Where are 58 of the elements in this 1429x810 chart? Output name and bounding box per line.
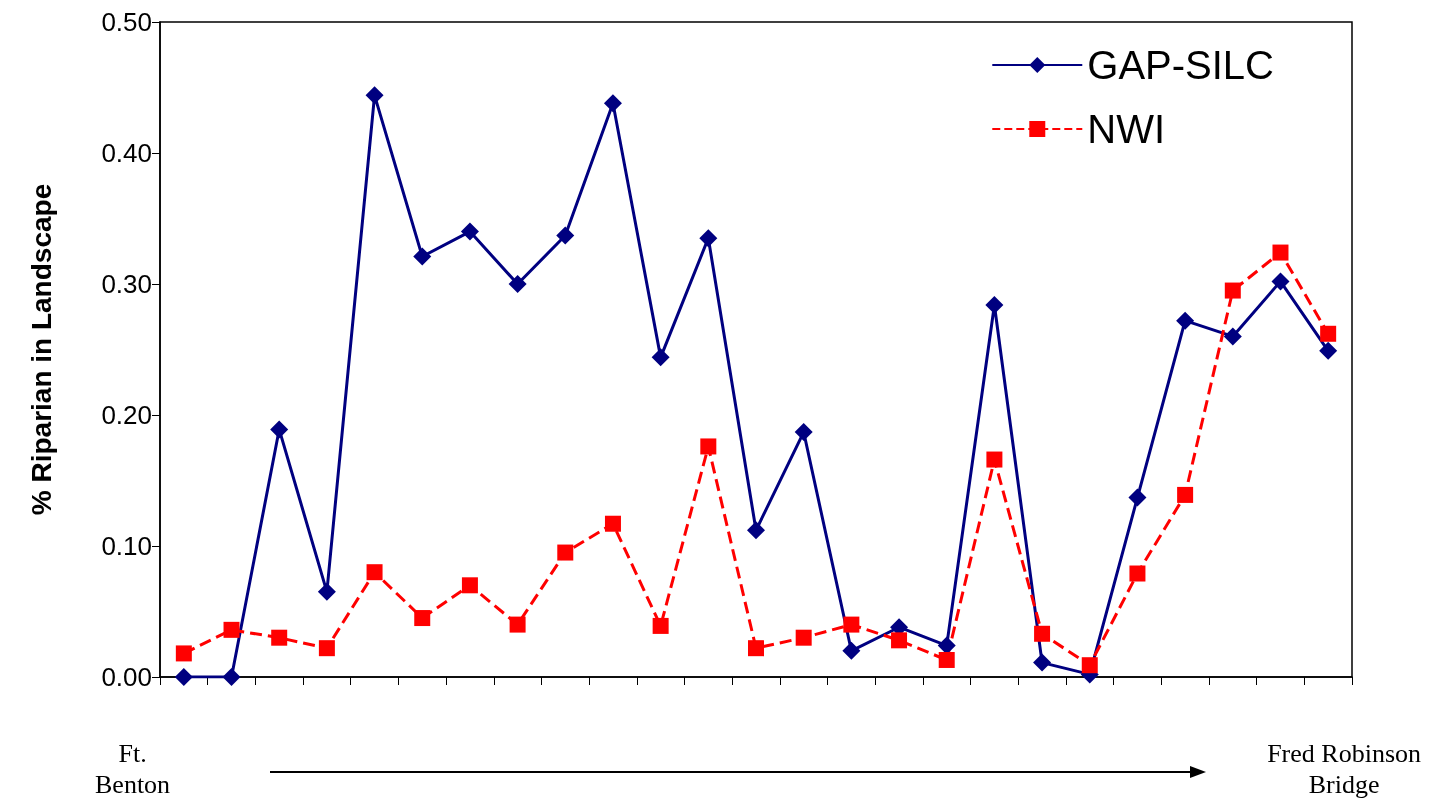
point xyxy=(986,451,1003,468)
point xyxy=(1129,565,1146,582)
point xyxy=(1271,272,1290,291)
y-tick-label: 0.10 xyxy=(101,531,152,561)
point xyxy=(222,668,241,686)
point xyxy=(1128,488,1147,507)
text: Fred Robinson Bridge xyxy=(1267,738,1421,801)
point xyxy=(318,640,335,657)
point xyxy=(938,651,955,668)
point xyxy=(413,247,432,266)
y-axis-title: % Riparian in Landscape xyxy=(25,183,57,516)
point xyxy=(603,94,622,113)
point xyxy=(557,544,574,561)
point xyxy=(652,617,669,634)
point xyxy=(508,275,527,293)
point xyxy=(747,521,765,540)
y-tick-label: 0.00 xyxy=(101,662,152,692)
point xyxy=(1223,327,1242,346)
point xyxy=(1081,657,1098,674)
text: Ft. Benton xyxy=(95,738,171,801)
point xyxy=(1319,341,1338,360)
point xyxy=(1034,625,1051,642)
point xyxy=(1320,325,1337,342)
point xyxy=(795,629,812,646)
point xyxy=(414,610,431,627)
point xyxy=(460,222,479,241)
point xyxy=(699,229,718,248)
point xyxy=(843,616,860,633)
point xyxy=(842,641,861,660)
point xyxy=(604,515,621,532)
point xyxy=(794,423,813,442)
point xyxy=(1224,282,1241,299)
point xyxy=(1272,244,1289,261)
point xyxy=(1177,486,1194,503)
legend-label: NWI xyxy=(1087,107,1166,151)
legend-label: GAP-SILC xyxy=(1087,43,1274,87)
point xyxy=(556,226,575,245)
point xyxy=(271,629,288,646)
point xyxy=(317,582,336,601)
point xyxy=(461,577,478,594)
point xyxy=(891,632,908,649)
point xyxy=(366,564,383,581)
y-tick-label: 0.40 xyxy=(101,138,152,168)
y-tick-label: 0.30 xyxy=(101,269,152,299)
point xyxy=(748,640,764,657)
point xyxy=(509,616,526,633)
point xyxy=(223,621,240,638)
y-tick-label: 0.20 xyxy=(101,400,152,430)
point xyxy=(651,348,670,367)
point xyxy=(1176,311,1195,330)
point xyxy=(174,668,193,686)
point xyxy=(1033,653,1052,672)
point xyxy=(700,438,717,455)
point xyxy=(175,645,192,662)
point xyxy=(365,86,384,105)
point xyxy=(985,295,1004,314)
y-tick-label: 0.50 xyxy=(101,7,152,37)
point xyxy=(270,420,289,439)
